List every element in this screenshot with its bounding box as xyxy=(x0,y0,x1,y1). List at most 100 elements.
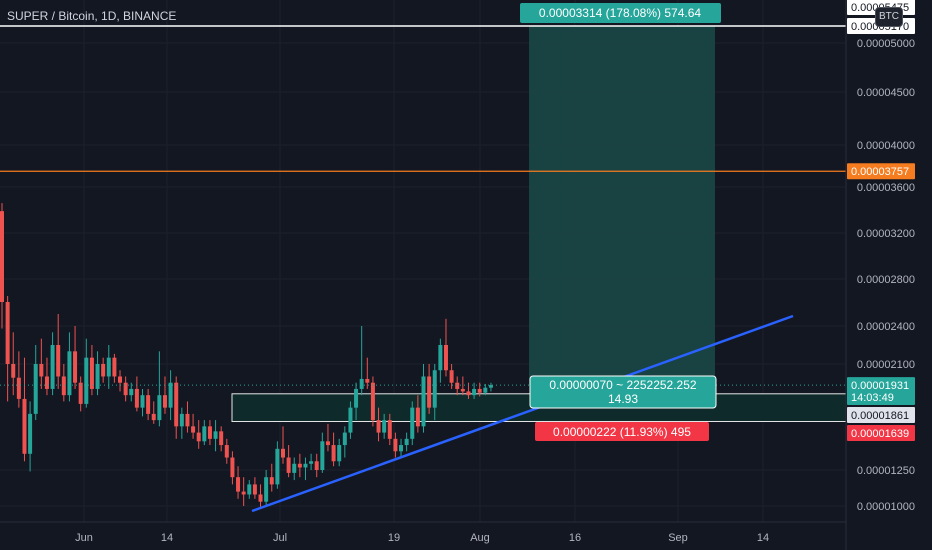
candle-body xyxy=(95,364,100,389)
price-tick-label: 0.00001000 xyxy=(857,501,915,513)
price-label-box xyxy=(847,407,915,423)
candle-body xyxy=(393,438,398,452)
candle-body xyxy=(258,494,263,502)
candle-body xyxy=(33,364,38,414)
candle-body xyxy=(415,407,420,427)
candle-body xyxy=(337,445,342,462)
time-tick-label: Jul xyxy=(273,532,287,544)
candle-body xyxy=(247,484,252,495)
candle-body xyxy=(84,357,89,404)
target-label-box xyxy=(520,3,721,23)
candle-body xyxy=(399,445,404,452)
candle-body xyxy=(354,388,359,408)
candle-body xyxy=(432,370,437,408)
candle-body xyxy=(252,484,257,495)
position-labels: 0.00003314 (178.08%) 574.64 0.00000070 ~ … xyxy=(520,3,721,441)
candle-body xyxy=(118,376,123,383)
candle-body xyxy=(56,345,61,377)
candle-body xyxy=(488,385,493,388)
candle-body xyxy=(348,407,353,433)
candle-body xyxy=(5,302,10,364)
candle-body xyxy=(314,461,319,470)
candle-body xyxy=(404,438,409,446)
price-tick-label: 0.00004000 xyxy=(857,140,915,152)
price-tick-label: 0.00002400 xyxy=(857,321,915,333)
candle-body xyxy=(421,376,426,427)
candle-body xyxy=(67,351,72,396)
candle-body xyxy=(73,351,78,383)
candle-body xyxy=(106,357,111,377)
price-tick-label: 0.00002800 xyxy=(857,274,915,286)
candle-body xyxy=(61,376,66,396)
price-tick-label: 0.00001250 xyxy=(857,465,915,477)
candle-body xyxy=(236,477,241,492)
candle-body xyxy=(224,445,229,458)
candle-body xyxy=(202,426,207,442)
price-label-box xyxy=(847,425,915,441)
candle-body xyxy=(365,378,370,383)
candle-body xyxy=(376,420,381,433)
candle-body xyxy=(129,388,134,396)
entry-label-line2: 14.93 xyxy=(608,392,638,406)
candle-body xyxy=(370,382,375,421)
candle-body xyxy=(213,431,218,439)
candle-body xyxy=(382,420,387,433)
candle-body xyxy=(342,432,347,446)
price-tick-label: 0.00005000 xyxy=(857,38,915,50)
candle-body xyxy=(331,445,336,462)
price-label: 0.00001639 xyxy=(851,428,909,440)
candle-body xyxy=(162,395,167,408)
candle-body xyxy=(174,382,179,427)
currency-toggle-button[interactable]: BTC xyxy=(875,7,903,27)
time-tick-label: 16 xyxy=(569,532,581,544)
candle-body xyxy=(112,357,117,377)
time-tick-label: Sep xyxy=(668,532,688,544)
candle-series xyxy=(0,203,493,509)
candle-body xyxy=(320,441,325,470)
trendline xyxy=(251,314,794,513)
candle-body xyxy=(275,448,280,485)
candle-body xyxy=(146,395,151,414)
candle-body xyxy=(472,388,477,396)
candle-body xyxy=(427,376,432,408)
price-label: 0.00003757 xyxy=(851,166,909,178)
candle-body xyxy=(483,387,488,393)
price-label-box xyxy=(847,163,915,180)
price-tick-label: 0.00004500 xyxy=(857,87,915,99)
position-tool[interactable] xyxy=(231,26,847,422)
price-axis[interactable]: 0.00005000 0.00004500 0.00004000 0.00003600… xyxy=(845,0,915,550)
stop-label: 0.00000222 (11.93%) 495 xyxy=(553,425,691,439)
candle-body xyxy=(44,376,49,389)
candle-body xyxy=(16,377,21,399)
time-axis[interactable]: Jun 14 Jul 19 Aug 16 Sep 14 xyxy=(0,521,846,544)
price-tick-label: 0.00002100 xyxy=(857,359,915,371)
symbol-title: SUPER / Bitcoin, 1D, BINANCE xyxy=(7,9,177,23)
candle-body xyxy=(179,413,184,427)
candle-body xyxy=(466,391,471,396)
entry-label-line1: 0.00000070 ~ 2252252.252 xyxy=(549,378,696,392)
candle-body xyxy=(230,457,235,478)
candle-body xyxy=(241,491,246,495)
candle-body xyxy=(191,426,196,433)
candle-body xyxy=(11,364,16,378)
profit-zone xyxy=(529,26,715,386)
candle-body xyxy=(168,382,173,408)
candle-body xyxy=(151,413,156,421)
candle-body xyxy=(269,477,274,485)
price-label: 14:03:49 xyxy=(851,392,894,404)
candle-body xyxy=(0,211,4,302)
time-tick-label: 19 xyxy=(388,532,400,544)
candle-body xyxy=(281,448,285,458)
target-label: 0.00003314 (178.08%) 574.64 xyxy=(539,6,701,20)
candle-body xyxy=(449,370,454,383)
candle-body xyxy=(292,463,297,473)
candle-body xyxy=(101,364,106,377)
candle-body xyxy=(157,395,162,421)
candle-body xyxy=(455,382,460,389)
candle-body xyxy=(477,388,482,393)
price-label: 0.00001861 xyxy=(851,410,909,422)
candle-body xyxy=(264,477,269,502)
